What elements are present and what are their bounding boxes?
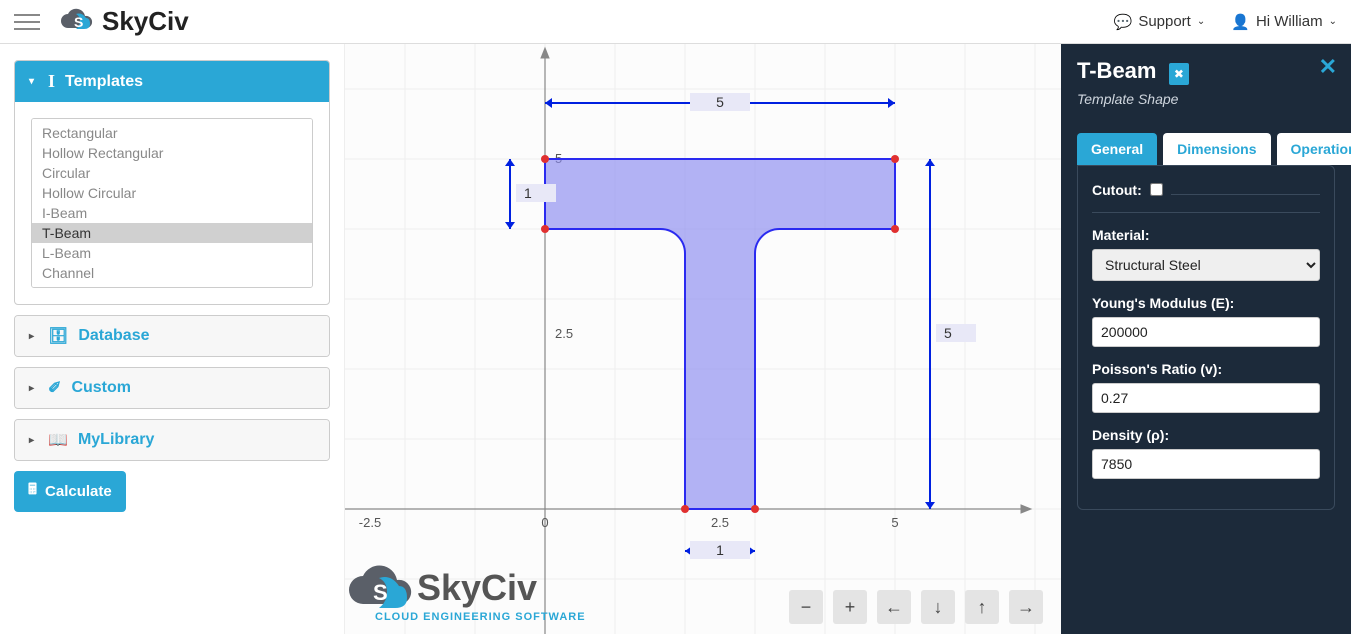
brand-text: SkyCiv [102,6,189,37]
chevron-down-icon: ⌄ [1329,16,1337,27]
chat-icon: 💬 [1114,13,1133,31]
database-icon: 🗄 [48,326,68,346]
template-option[interactable]: Circular [32,163,312,183]
mylibrary-section: ▸ 📖 MyLibrary [14,419,330,461]
user-icon: 👤 [1231,13,1250,31]
tab-dimensions[interactable]: Dimensions [1163,133,1270,165]
database-label: Database [78,327,149,345]
close-icon[interactable]: ✕ [1319,54,1337,80]
chevron-down-icon: ⌄ [1197,16,1205,27]
support-label: Support [1138,13,1191,30]
pan-button[interactable]: ↑ [965,590,999,624]
custom-header[interactable]: ▸ ✐ Custom [15,368,329,408]
database-header[interactable]: ▸ 🗄 Database [15,316,329,356]
pan-controls: −+ ← ↓ ↑ → [789,590,1043,624]
delete-shape-button[interactable]: ✖ [1169,63,1189,85]
canvas-area[interactable]: -2.502.552.555511SSkyCivCLOUD ENGINEERIN… [345,44,1061,634]
custom-label: Custom [71,379,131,397]
collapse-arrow-icon: ▾ [29,76,34,87]
book-icon: 📖 [48,430,68,450]
pan-button[interactable]: − [789,590,823,624]
youngs-label: Young's Modulus (E): [1092,295,1320,311]
templates-label: Templates [65,73,143,91]
density-input[interactable] [1092,449,1320,479]
template-option[interactable]: Hollow Circular [32,183,312,203]
ibeam-icon: I [48,71,55,92]
svg-text:SkyCiv: SkyCiv [417,567,537,608]
custom-section: ▸ ✐ Custom [14,367,330,409]
template-option[interactable]: Hollow Rectangular [32,143,312,163]
calculator-icon: 🖩 [28,479,37,504]
brand-logo: S SkyCiv [60,6,189,37]
svg-text:2.5: 2.5 [711,515,729,530]
template-option[interactable]: Channel [32,263,312,283]
svg-text:5: 5 [716,94,724,110]
tab-operations[interactable]: Operations [1277,133,1351,165]
panel-subtitle: Template Shape [1077,91,1335,107]
youngs-input[interactable] [1092,317,1320,347]
user-label: Hi William [1256,13,1323,30]
pan-button[interactable]: ↓ [921,590,955,624]
template-option[interactable]: Triangular [32,283,312,288]
svg-text:S: S [74,14,83,30]
menu-icon[interactable] [14,9,40,35]
template-option[interactable]: Rectangular [32,123,312,143]
svg-text:2.5: 2.5 [555,326,573,341]
svg-text:S: S [373,580,388,605]
cutout-checkbox[interactable] [1150,183,1163,196]
template-option[interactable]: I-Beam [32,203,312,223]
poisson-input[interactable] [1092,383,1320,413]
template-option[interactable]: T-Beam [32,223,312,243]
database-section: ▸ 🗄 Database [14,315,330,357]
calculate-button[interactable]: 🖩 Calculate [14,471,126,512]
pan-button[interactable]: ← [877,590,911,624]
expand-arrow-icon: ▸ [29,435,34,446]
mylibrary-label: MyLibrary [78,431,154,449]
templates-section: ▾ I Templates RectangularHollow Rectangu… [14,60,330,305]
svg-text:1: 1 [524,185,532,201]
support-menu[interactable]: 💬 Support ⌄ [1114,13,1206,31]
ruler-icon: ✐ [48,378,61,398]
template-list[interactable]: RectangularHollow RectangularCircularHol… [31,118,313,288]
mylibrary-header[interactable]: ▸ 📖 MyLibrary [15,420,329,460]
expand-arrow-icon: ▸ [29,331,34,342]
cutout-label: Cutout: [1092,182,1142,198]
svg-text:CLOUD ENGINEERING SOFTWARE: CLOUD ENGINEERING SOFTWARE [375,611,586,623]
svg-text:1: 1 [716,542,724,558]
svg-text:0: 0 [541,515,548,530]
topbar: S SkyCiv 💬 Support ⌄ 👤 Hi William ⌄ [0,0,1351,44]
user-menu[interactable]: 👤 Hi William ⌄ [1231,13,1337,31]
material-label: Material: [1092,227,1320,243]
expand-arrow-icon: ▸ [29,383,34,394]
left-sidebar: ▾ I Templates RectangularHollow Rectangu… [0,44,345,634]
svg-text:5: 5 [891,515,898,530]
properties-panel: ✕ T-Beam ✖ Template Shape General Dimens… [1061,44,1351,634]
cloud-icon: S [60,8,96,36]
svg-text:5: 5 [944,325,952,341]
density-label: Density (ρ): [1092,427,1320,443]
pan-button[interactable]: + [833,590,867,624]
pan-button[interactable]: → [1009,590,1043,624]
tab-body-general: Cutout: Material: Structural Steel Young… [1077,165,1335,510]
section-canvas: -2.502.552.555511SSkyCivCLOUD ENGINEERIN… [345,44,1061,634]
panel-title: T-Beam [1077,58,1156,84]
calculate-label: Calculate [45,483,112,500]
material-select[interactable]: Structural Steel [1092,249,1320,281]
svg-text:-2.5: -2.5 [359,515,381,530]
tab-general[interactable]: General [1077,133,1157,165]
template-option[interactable]: L-Beam [32,243,312,263]
templates-header[interactable]: ▾ I Templates [15,61,329,102]
poisson-label: Poisson's Ratio (v): [1092,361,1320,377]
